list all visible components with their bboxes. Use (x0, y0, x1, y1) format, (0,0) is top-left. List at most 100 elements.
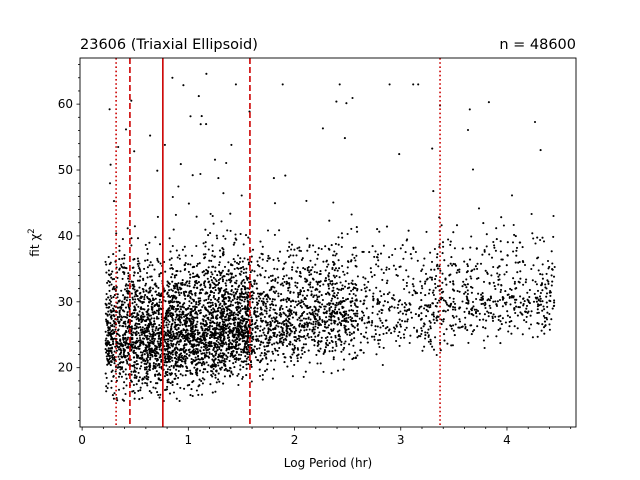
data-point (179, 373, 182, 376)
data-point (248, 353, 251, 356)
data-point (261, 357, 264, 360)
data-point (345, 317, 348, 320)
data-point (339, 312, 342, 315)
data-point (125, 290, 128, 293)
data-point (424, 337, 427, 340)
data-point (313, 310, 316, 313)
data-point (244, 288, 247, 291)
data-point (116, 316, 119, 319)
data-point (415, 330, 419, 333)
data-point (258, 374, 262, 378)
data-point (329, 280, 332, 283)
data-point (195, 389, 198, 392)
data-point (303, 277, 307, 280)
data-point (382, 324, 385, 327)
data-point (541, 323, 544, 326)
data-point (319, 347, 322, 350)
data-point (347, 328, 350, 331)
data-point (110, 314, 113, 317)
data-point (249, 298, 252, 301)
data-point (146, 324, 149, 327)
data-point (137, 317, 140, 320)
data-point (109, 347, 112, 350)
data-point (241, 317, 244, 320)
data-point (158, 396, 161, 399)
data-point (264, 269, 267, 272)
data-point (155, 285, 158, 288)
data-point (221, 252, 224, 255)
data-point (359, 341, 362, 344)
data-point (197, 297, 200, 300)
data-point (132, 356, 135, 359)
data-point (311, 311, 314, 314)
data-point (194, 316, 197, 319)
data-point (235, 306, 238, 309)
data-point (391, 253, 394, 257)
data-point (204, 341, 207, 344)
data-point (179, 282, 183, 285)
data-point (244, 332, 247, 335)
data-point (152, 341, 155, 344)
data-point (334, 308, 337, 311)
data-point (195, 306, 198, 309)
data-point (139, 339, 142, 342)
data-point (136, 337, 139, 340)
data-point (218, 336, 221, 339)
data-point (251, 328, 254, 332)
data-point (250, 365, 253, 368)
data-point (382, 244, 385, 247)
data-point (266, 363, 269, 366)
data-point (182, 84, 185, 87)
data-point (486, 310, 489, 313)
data-point (113, 304, 116, 308)
data-point (230, 279, 233, 282)
data-point (190, 313, 193, 317)
data-point (452, 297, 455, 300)
data-point (186, 357, 189, 360)
data-point (256, 327, 259, 330)
data-point (531, 279, 534, 282)
data-point (328, 342, 331, 345)
data-point (255, 347, 259, 350)
data-point (198, 262, 201, 265)
data-point (489, 306, 492, 310)
data-point (105, 292, 108, 296)
data-point (302, 302, 306, 306)
data-point (473, 308, 476, 311)
data-point (261, 378, 264, 381)
data-point (470, 324, 473, 327)
data-point (251, 301, 254, 304)
data-point (514, 287, 517, 290)
data-point (341, 296, 345, 300)
data-point (193, 330, 196, 333)
data-point (135, 347, 138, 350)
data-point (238, 325, 241, 328)
data-point (529, 323, 533, 326)
data-point (195, 338, 198, 341)
data-point (133, 391, 136, 394)
data-point (199, 322, 202, 325)
data-point (432, 348, 436, 351)
data-point (338, 308, 341, 311)
data-point (211, 301, 214, 304)
data-point (225, 279, 228, 282)
data-point (111, 270, 114, 273)
data-point (445, 283, 448, 286)
data-point (335, 100, 338, 103)
data-point (141, 353, 144, 356)
data-point (127, 303, 130, 306)
data-point (125, 342, 128, 345)
data-point (261, 319, 265, 322)
data-point (259, 274, 262, 277)
data-point (183, 351, 186, 354)
data-point (133, 271, 136, 274)
data-point (158, 343, 161, 346)
data-point (253, 312, 256, 315)
data-point (145, 271, 149, 275)
data-point (294, 300, 297, 303)
data-point (155, 359, 158, 362)
data-point (204, 286, 207, 289)
data-point (140, 306, 143, 309)
data-point (308, 273, 311, 277)
data-point (173, 336, 176, 339)
